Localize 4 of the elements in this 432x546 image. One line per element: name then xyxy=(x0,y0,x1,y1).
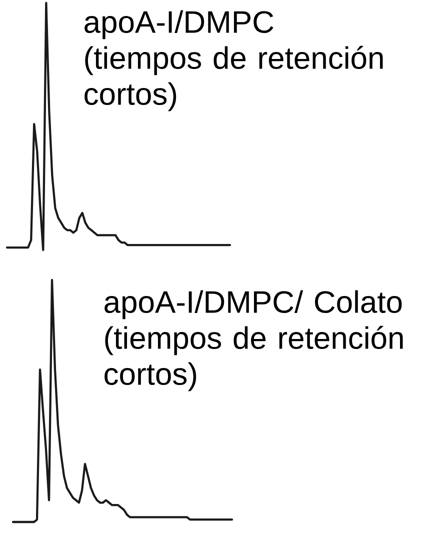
text: (tiempos de retención cortos) xyxy=(84,46,383,112)
chart-title: apoA-I/DMPC xyxy=(84,10,274,40)
chart-title: apoA-I/DMPC/ Colato xyxy=(104,290,402,320)
text: (tiempos de retención cortos) xyxy=(104,326,403,392)
